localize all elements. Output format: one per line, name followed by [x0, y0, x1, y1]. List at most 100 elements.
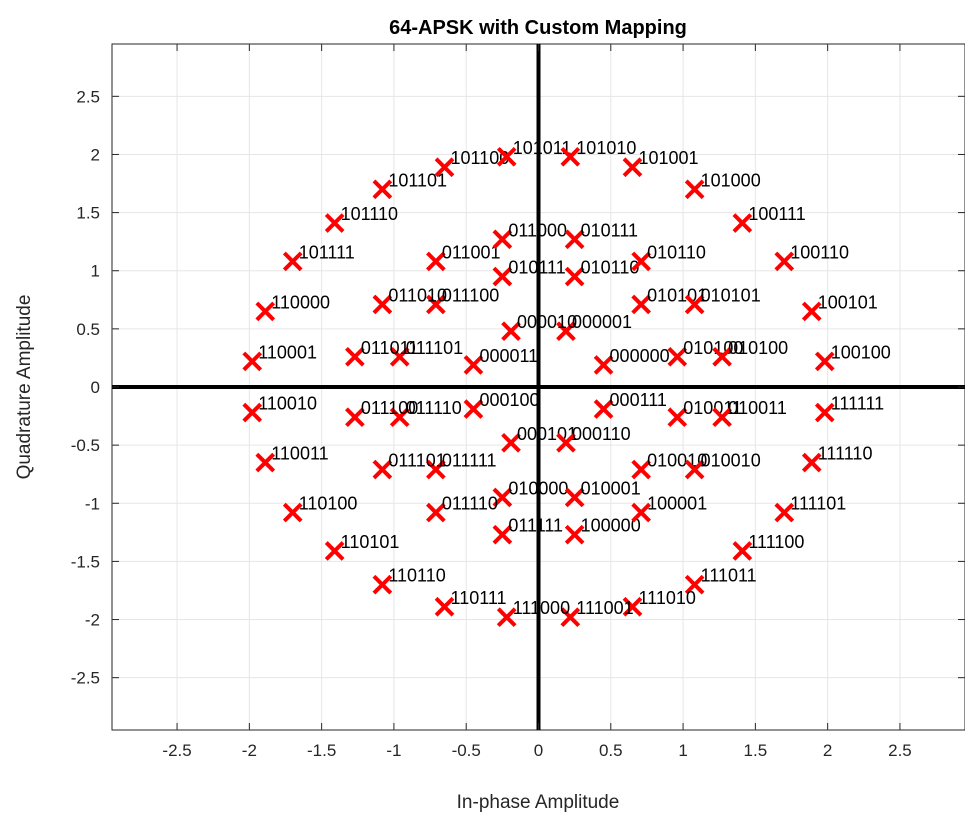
point-label: 010111 [508, 258, 565, 278]
point-label: 000011 [479, 346, 538, 366]
x-marker [684, 574, 705, 595]
point-label: 100101 [818, 292, 878, 312]
x-marker [631, 459, 651, 480]
x-marker [593, 355, 614, 375]
constellation-point: 100101 [801, 292, 878, 322]
point-label: 011000 [508, 220, 567, 240]
constellation-point: 110111 [434, 588, 507, 617]
data-points: 0000000000010000110000100001010001000001… [242, 138, 891, 628]
x-marker [814, 402, 835, 423]
constellation-point: 011000 [492, 220, 567, 250]
point-label: 110101 [341, 532, 400, 552]
point-label: 011110 [442, 494, 498, 514]
constellation-point: 110101 [324, 532, 400, 561]
x-tick-label: -2.5 [162, 741, 191, 760]
x-marker [345, 346, 365, 367]
point-label: 011101 [388, 451, 445, 471]
point-label: 000111 [610, 390, 667, 410]
x-marker [564, 229, 585, 250]
point-label: 010100 [728, 338, 788, 358]
x-marker [501, 432, 521, 453]
point-label: 101010 [576, 138, 636, 158]
constellation-point: 101100 [434, 148, 509, 178]
constellation-point: 111111 [814, 394, 884, 423]
x-marker [426, 502, 446, 523]
x-marker [389, 407, 410, 428]
point-label: 110001 [258, 342, 317, 362]
point-label: 111111 [831, 394, 884, 414]
x-marker [282, 251, 303, 272]
constellation-point: 000001 [556, 312, 632, 342]
x-marker [684, 179, 705, 200]
constellation-point: 101111 [282, 242, 355, 272]
point-label: 100000 [581, 516, 641, 536]
x-marker [684, 294, 705, 315]
x-marker [564, 524, 585, 545]
x-tick-label: -1.5 [307, 741, 336, 760]
x-marker [324, 541, 345, 561]
x-axis-label: In-phase Amplitude [457, 792, 620, 813]
point-label: 111100 [748, 532, 804, 552]
constellation-point: 111001 [560, 598, 634, 628]
constellation-point: 011010 [372, 285, 447, 315]
x-marker [622, 596, 643, 617]
point-label: 010110 [581, 258, 640, 278]
constellation-point: 011100 [426, 285, 499, 315]
x-marker [732, 213, 753, 233]
y-tick-label: -0.5 [71, 436, 100, 455]
x-marker [801, 301, 822, 322]
constellation-point: 000011 [463, 346, 538, 375]
x-marker [434, 596, 455, 617]
constellation-point: 011011 [345, 338, 418, 367]
point-label: 011111 [442, 451, 497, 471]
x-marker [372, 459, 393, 480]
point-label: 000001 [572, 312, 632, 332]
constellation-point: 111010 [622, 588, 696, 617]
constellation-point: 011100 [345, 398, 418, 428]
constellation-point: 011101 [372, 451, 446, 480]
point-label: 010111 [581, 220, 638, 240]
x-marker [492, 487, 513, 508]
zero-axes [112, 44, 965, 730]
x-marker [463, 355, 484, 375]
point-label: 010110 [647, 242, 706, 262]
constellation-point: 100100 [814, 342, 891, 372]
point-label: 100001 [647, 494, 707, 514]
x-marker [345, 407, 365, 428]
point-label: 011101 [406, 338, 463, 358]
point-label: 101000 [701, 170, 761, 190]
constellation-point: 110011 [255, 444, 329, 473]
constellation-point: 100111 [732, 204, 806, 233]
constellation-point: 011001 [426, 242, 501, 272]
point-label: 110000 [271, 292, 330, 312]
x-marker [564, 266, 585, 287]
y-tick-label: 0.5 [76, 320, 100, 339]
point-label: 000000 [610, 346, 670, 366]
constellation-point: 010111 [492, 258, 566, 287]
x-marker [622, 157, 643, 178]
point-label: 011010 [388, 285, 447, 305]
point-label: 011100 [442, 285, 499, 305]
constellation-point: 101101 [372, 170, 447, 200]
point-label: 110010 [258, 394, 317, 414]
constellation-point: 110100 [282, 494, 358, 523]
point-label: 100110 [790, 242, 849, 262]
constellation-point: 010111 [564, 220, 638, 250]
constellation-point: 010010 [684, 451, 761, 480]
x-tick-label: -2 [242, 741, 257, 760]
point-label: 111110 [818, 444, 873, 464]
point-label: 010101 [701, 285, 761, 305]
point-label: 110100 [299, 494, 358, 514]
y-axis-label: Quadrature Amplitude [14, 295, 35, 480]
point-label: 011011 [361, 338, 418, 358]
constellation-point: 010100 [712, 338, 788, 367]
x-marker [684, 459, 705, 480]
x-marker [255, 452, 276, 473]
x-marker [426, 251, 446, 272]
x-marker [814, 351, 835, 372]
constellation-point: 110110 [372, 566, 446, 595]
point-label: 110111 [451, 588, 507, 608]
constellation-point: 011110 [389, 398, 462, 428]
constellation-point: 100110 [774, 242, 849, 272]
x-marker [282, 502, 303, 523]
